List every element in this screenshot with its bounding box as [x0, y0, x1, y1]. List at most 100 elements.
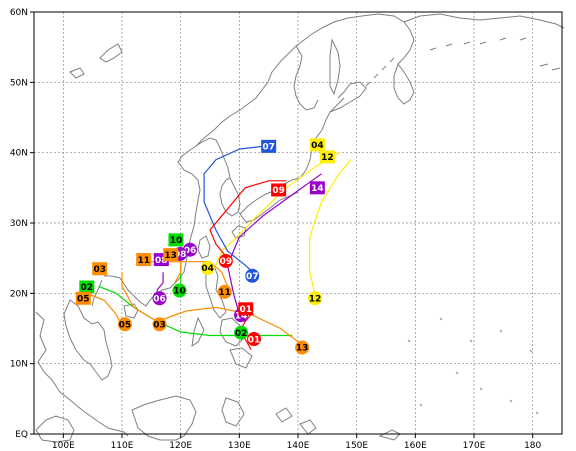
- marker-circle: [152, 317, 167, 332]
- storm-marker-02: 02: [234, 325, 249, 340]
- marker-label: 08: [155, 256, 168, 266]
- storm-marker-07: 07: [245, 268, 260, 283]
- storm-marker-04: 04: [309, 138, 325, 152]
- storm-marker-12: 12: [319, 150, 335, 164]
- marker-label: 02: [81, 283, 94, 293]
- marker-square: [92, 262, 108, 276]
- marker-label: 14: [311, 184, 324, 194]
- marker-label: 01: [248, 335, 261, 345]
- storm-marker-07: 07: [261, 139, 277, 153]
- y-tick-label: 20N: [10, 289, 28, 299]
- marker-label: 05: [119, 320, 132, 330]
- x-tick-label: 150E: [345, 441, 368, 451]
- marker-label: 08: [174, 250, 187, 260]
- storm-marker-02: 02: [79, 280, 95, 294]
- marker-circle: [218, 253, 233, 268]
- storm-marker-03: 03: [92, 262, 108, 276]
- marker-square: [163, 248, 179, 262]
- marker-label: 10: [170, 236, 183, 246]
- marker-label: 03: [93, 265, 106, 275]
- y-tick-label: 30N: [10, 219, 28, 229]
- marker-square: [319, 150, 335, 164]
- marker-square: [75, 291, 91, 305]
- marker-circle: [308, 291, 323, 306]
- storm-marker-05: 05: [117, 317, 132, 332]
- storm-marker-12: 12: [308, 291, 323, 306]
- marker-label: 13: [296, 344, 309, 354]
- marker-circle: [247, 332, 261, 347]
- x-tick-label: 170E: [463, 441, 486, 451]
- marker-circle: [245, 268, 260, 283]
- storm-marker-14: 14: [309, 181, 325, 195]
- storm-marker-13: 13: [295, 340, 310, 355]
- y-tick-label: 40N: [10, 149, 28, 159]
- storm-marker-11: 11: [136, 253, 152, 267]
- marker-label: 13: [164, 251, 177, 261]
- marker-square: [309, 181, 325, 195]
- storm-marker-01: 01: [238, 302, 254, 316]
- marker-square: [261, 139, 277, 153]
- track-03: [121, 272, 305, 347]
- track-09: [209, 180, 287, 259]
- marker-label: 04: [311, 141, 324, 151]
- track-07: [203, 145, 269, 277]
- track-05: [86, 292, 123, 326]
- marker-square: [238, 302, 254, 316]
- marker-circle: [172, 283, 187, 298]
- marker-circle: [200, 261, 215, 276]
- track-12: [309, 159, 352, 298]
- storm-marker-11: 11: [217, 284, 232, 299]
- storm-marker-10: 10: [172, 283, 187, 298]
- marker-label: 09: [220, 257, 233, 267]
- marker-square: [79, 280, 95, 294]
- marker-label: 04: [201, 264, 214, 274]
- marker-label: 14: [235, 311, 248, 321]
- marker-label: 05: [77, 294, 90, 304]
- axis-ticks: 100E 110E 120E 130E 140E 150E 160E 170E 180 EQ 10N…: [10, 8, 542, 451]
- marker-label: 12: [309, 294, 322, 304]
- storm-marker-04: 04: [200, 261, 215, 276]
- storm-marker-10: 10: [168, 233, 184, 247]
- x-tick-label: 120E: [169, 441, 192, 451]
- map-gridlines: [34, 12, 562, 434]
- marker-circle: [152, 291, 167, 306]
- marker-label: 09: [272, 186, 285, 196]
- marker-label: 11: [218, 288, 231, 298]
- marker-circle: [117, 317, 132, 332]
- marker-label: 12: [321, 153, 334, 163]
- storm-marker-09: 09: [218, 253, 233, 268]
- marker-label: 11: [137, 256, 150, 266]
- y-tick-label: 60N: [10, 8, 28, 18]
- storm-marker-03: 03: [152, 317, 167, 332]
- x-tick-label: 160E: [404, 441, 427, 451]
- x-tick-label: 180: [524, 441, 541, 451]
- y-tick-label: 10N: [10, 360, 28, 370]
- marker-circle: [217, 284, 232, 299]
- storm-marker-13: 13: [163, 248, 179, 262]
- y-tick-label: EQ: [15, 430, 28, 440]
- track-02: [98, 285, 293, 337]
- marker-label: 07: [262, 143, 275, 153]
- marker-circle: [234, 325, 249, 340]
- marker-circle: [295, 340, 310, 355]
- x-tick-label: 100E: [52, 441, 75, 451]
- y-tick-label: 50N: [10, 78, 28, 88]
- marker-label: 06: [184, 246, 197, 256]
- marker-square: [309, 138, 325, 152]
- track-14: [226, 173, 322, 315]
- x-tick-label: 110E: [111, 441, 134, 451]
- storm-marker-06: 06: [152, 291, 167, 306]
- marker-label: 02: [235, 329, 248, 339]
- marker-square: [271, 183, 287, 197]
- storm-marker-01: 01: [247, 332, 261, 347]
- x-tick-label: 130E: [228, 441, 251, 451]
- marker-label: 06: [153, 294, 166, 304]
- marker-label: 01: [240, 305, 253, 315]
- x-tick-label: 140E: [287, 441, 310, 451]
- marker-square: [168, 233, 184, 247]
- marker-label: 10: [173, 287, 186, 297]
- coastlines: [35, 13, 565, 443]
- marker-label: 03: [153, 320, 166, 330]
